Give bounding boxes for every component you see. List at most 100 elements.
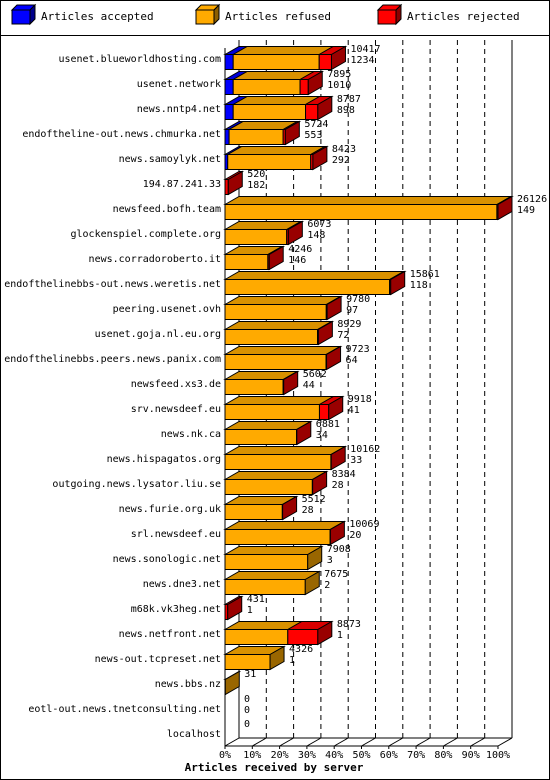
x-tick-label: 10% <box>243 750 261 761</box>
value-total: 5512 <box>302 494 326 505</box>
value-rejected: 182 <box>247 180 265 191</box>
bar-segment-side <box>287 220 303 246</box>
value-total: 9780 <box>346 294 370 305</box>
bar-segment-top <box>223 196 513 205</box>
value-total: 10162 <box>350 444 380 455</box>
value-rejected: 3 <box>327 555 333 566</box>
value-total: 7908 <box>327 544 351 555</box>
server-label: usenet.goja.nl.eu.org <box>95 329 221 340</box>
bar-segment-2 <box>224 354 327 370</box>
server-label: news.bbs.nz <box>155 679 221 690</box>
value-rejected: 72 <box>337 330 349 341</box>
value-total: 8787 <box>337 94 361 105</box>
bar-row <box>223 120 302 146</box>
bar-segment-side <box>317 320 333 346</box>
x-tick-label: 60% <box>380 750 398 761</box>
server-label: news.samoylyk.net <box>119 154 221 165</box>
server-label: srv.newsdeef.eu <box>131 404 221 415</box>
x-tick-diag <box>252 737 267 747</box>
bar-segment-side <box>296 420 312 446</box>
value-total: 8873 <box>337 619 361 630</box>
x-tick-diag <box>388 737 404 747</box>
value-rejected: 898 <box>337 105 355 116</box>
value-rejected: 20 <box>349 530 361 541</box>
server-label: newsfeed.bofh.team <box>113 204 221 215</box>
bar-segment-side <box>282 495 298 521</box>
legend-swatch <box>11 9 31 25</box>
bar-segment-2 <box>232 104 307 120</box>
bar-row <box>223 270 407 296</box>
server-label: news.nk.ca <box>161 429 221 440</box>
bar-segment-2 <box>224 479 313 495</box>
server-label: endofthelinebbs.peers.news.panix.com <box>4 354 221 365</box>
bar-row <box>223 595 244 621</box>
bar-segment-2 <box>224 229 288 245</box>
x-tick-diag <box>415 737 431 747</box>
server-label: news.dne3.net <box>143 579 221 590</box>
bar-segment-side <box>283 370 299 396</box>
x-tick-label: 80% <box>434 750 452 761</box>
value-rejected: 97 <box>346 305 358 316</box>
server-label: newsfeed.xs3.de <box>131 379 221 390</box>
bar-row <box>223 470 329 496</box>
bar-segment-side <box>224 670 240 696</box>
value-total: 6073 <box>307 219 331 230</box>
legend-item-1: Articles accepted <box>10 3 154 26</box>
legend-label: Articles accepted <box>41 10 154 23</box>
bar-segment-2 <box>224 454 332 470</box>
value-rejected: 34 <box>316 430 328 441</box>
bar-segment-2 <box>224 329 319 345</box>
legend-label: Articles rejected <box>407 10 520 23</box>
x-tick-diag <box>333 737 349 747</box>
value-rejected: 41 <box>348 405 360 416</box>
bar-segment-top <box>231 46 336 55</box>
bar-segment-1 <box>224 104 234 120</box>
bar-row <box>223 70 325 96</box>
bar-segment-side <box>304 570 320 596</box>
bar-segment-side <box>312 470 328 496</box>
server-label: news.corradoroberto.it <box>89 254 221 265</box>
bar-segment-top <box>223 446 347 455</box>
bar-row <box>223 295 343 321</box>
bar-segment-2 <box>224 304 327 320</box>
value-total: 8423 <box>332 144 356 155</box>
bar-segment-3 <box>318 54 332 70</box>
server-label: m68k.vk3heg.net <box>131 604 221 615</box>
bar-segment-1 <box>224 54 234 70</box>
bar-row <box>223 545 324 571</box>
x-tick-diag <box>224 737 240 747</box>
bars <box>223 45 514 696</box>
value-total: 4246 <box>288 244 312 255</box>
bar-row <box>223 320 335 346</box>
value-rejected: 292 <box>332 155 350 166</box>
value-rejected: 33 <box>350 455 362 466</box>
value-rejected: 28 <box>302 505 314 516</box>
bar-segment-top <box>223 546 324 555</box>
bar-segment-top <box>223 521 346 530</box>
bar-segment-side <box>269 645 285 671</box>
bar-row <box>223 645 286 671</box>
bar-row <box>223 395 345 421</box>
bar-segment-top <box>223 396 336 405</box>
server-label: news.netfront.net <box>119 629 221 640</box>
bar-segment-side <box>227 595 243 621</box>
bar-segment-top <box>223 346 342 355</box>
bar-segment-2 <box>224 579 306 595</box>
server-label: usenet.blueworldhosting.com <box>58 54 221 65</box>
value-total: 8384 <box>332 469 356 480</box>
bar-row <box>223 420 313 446</box>
x-tick-diag <box>306 737 322 747</box>
bar-segment-side <box>317 620 333 646</box>
bar-row <box>223 170 245 196</box>
bar-segment-2 <box>224 279 391 295</box>
bar-segment-top <box>225 146 327 155</box>
x-tick-label: 20% <box>271 750 289 761</box>
bar-segment-2 <box>232 79 301 95</box>
value-total: 10417 <box>350 44 380 55</box>
bar-row <box>223 45 348 71</box>
value-total: 5724 <box>304 119 328 130</box>
value-rejected: 0 <box>244 705 250 716</box>
bar-segment-side <box>317 95 333 121</box>
value-total: 8929 <box>337 319 361 330</box>
